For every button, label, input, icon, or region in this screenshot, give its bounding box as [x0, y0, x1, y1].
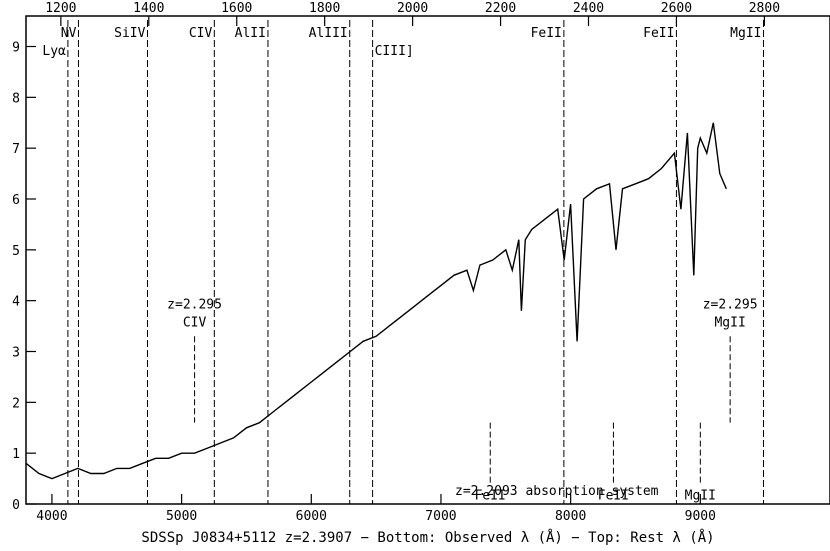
top-tick-label: 2000 — [397, 1, 428, 16]
plot-frame — [25, 15, 830, 505]
left-tick-label: 9 — [12, 41, 20, 56]
left-tick-label: 7 — [12, 142, 20, 157]
left-tick-label: 8 — [12, 91, 20, 106]
top-tick-label: 2800 — [749, 1, 780, 16]
emission-line-label: MgII — [730, 26, 761, 41]
bottom-tick-label: 6000 — [296, 509, 327, 524]
emission-line-label: AlII — [235, 26, 266, 41]
bottom-tick-label: 4000 — [36, 509, 67, 524]
emission-line-markers: Lyα NV SiIV CIV AlII AlIII CIII] FeII FeII MgII — [42, 20, 764, 504]
emission-line-label: NV — [61, 26, 77, 41]
emission-line-label: CIII] — [375, 44, 414, 59]
absorption-line-label: MgII — [714, 315, 745, 330]
left-tick-label: 0 — [12, 498, 20, 513]
absorption-redshift-label: z=2.295 — [703, 297, 758, 312]
absorption-line-label: FeII — [475, 489, 506, 504]
top-tick-label: 1600 — [221, 1, 252, 16]
left-tick-label: 2 — [12, 396, 20, 411]
absorption-line-label: CIV — [183, 315, 207, 330]
left-tick-label: 4 — [12, 295, 20, 310]
absorption-line-label: FeII — [598, 489, 629, 504]
left-tick-label: 1 — [12, 447, 20, 462]
absorption-line-label: MgII — [685, 489, 716, 504]
emission-line-label: CIV — [189, 26, 213, 41]
top-tick-label: 2200 — [485, 1, 516, 16]
bottom-tick-label: 8000 — [555, 509, 586, 524]
emission-line-label: FeII — [643, 26, 674, 41]
absorption-redshift-label: z=2.295 — [167, 297, 222, 312]
absorption-system-label: z=2.2093 absorption system — [455, 484, 659, 499]
emission-line-label: AlIII — [309, 26, 348, 41]
left-axis-ticks: 0 1 2 3 4 5 6 7 8 9 — [12, 41, 36, 513]
emission-line-label: FeII — [531, 26, 562, 41]
emission-line-label: Lyα — [42, 44, 66, 59]
bottom-axis-ticks: 4000 5000 6000 7000 8000 9000 — [36, 494, 716, 524]
left-tick-label: 6 — [12, 193, 20, 208]
top-tick-label: 1400 — [133, 1, 164, 16]
top-tick-label: 2600 — [661, 1, 692, 16]
bottom-tick-label: 9000 — [685, 509, 716, 524]
left-tick-label: 3 — [12, 346, 20, 361]
spectrum-line — [25, 122, 727, 480]
top-tick-label: 1200 — [45, 1, 76, 16]
top-tick-label: 1800 — [309, 1, 340, 16]
top-tick-label: 2400 — [573, 1, 604, 16]
left-tick-label: 5 — [12, 244, 20, 259]
bottom-tick-label: 5000 — [166, 509, 197, 524]
top-axis-ticks: 1200 1400 1600 1800 2000 2200 2400 2600 2800 — [45, 1, 780, 26]
emission-line-label: SiIV — [114, 26, 145, 41]
bottom-tick-label: 7000 — [425, 509, 456, 524]
x-axis-label: SDSSp J0834+5112 z=2.3907 − Bottom: Obse… — [141, 529, 714, 546]
absorption-line-markers: FeII FeII MgII CIV z=2.295 MgII z=2.295 — [167, 297, 757, 503]
